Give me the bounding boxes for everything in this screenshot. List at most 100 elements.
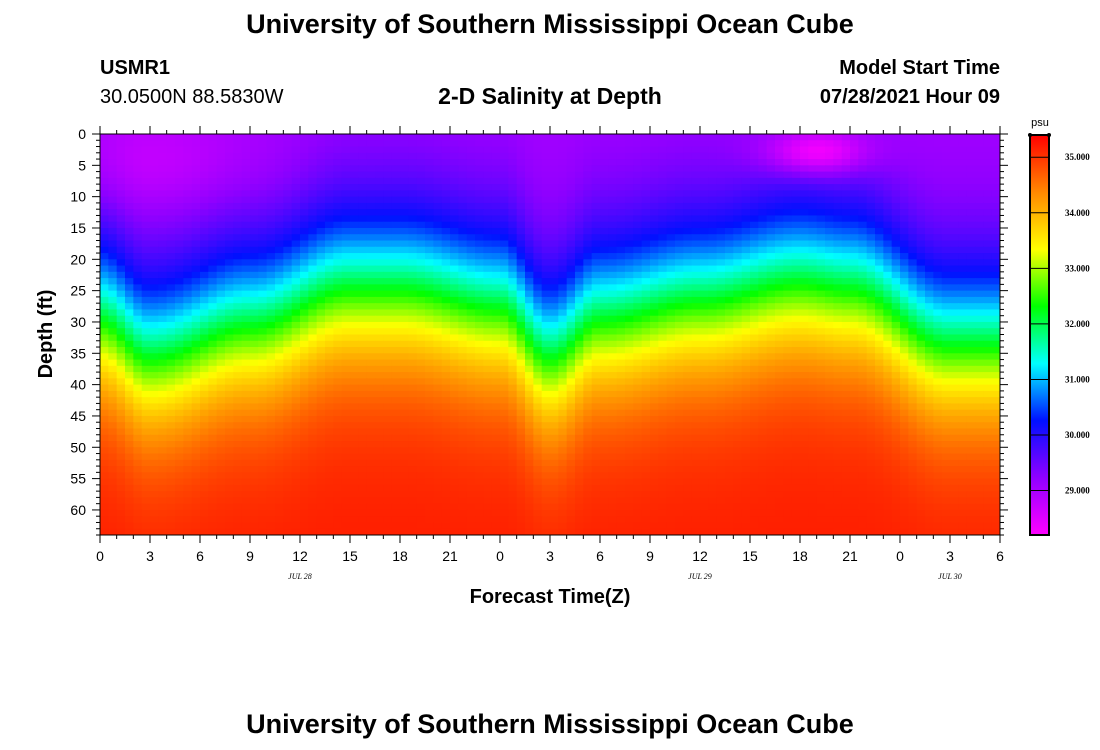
heatmap-cell — [225, 321, 234, 329]
heatmap-cell — [825, 315, 834, 323]
heatmap-cell — [300, 347, 309, 354]
heatmap-cell — [400, 372, 409, 379]
heatmap-cell — [183, 328, 193, 336]
heatmap-cell — [441, 347, 451, 354]
heatmap-cell — [808, 309, 818, 317]
heatmap-cell — [366, 240, 376, 248]
heatmap-cell — [183, 152, 193, 160]
heatmap-cell — [966, 184, 976, 191]
heatmap-cell — [333, 397, 343, 405]
heatmap-cell — [950, 290, 959, 298]
heatmap-cell — [416, 372, 426, 379]
heatmap-cell — [791, 196, 801, 204]
heatmap-cell — [225, 184, 234, 191]
heatmap-cell — [783, 347, 793, 354]
heatmap-cell — [983, 397, 993, 405]
heatmap-cell — [975, 159, 984, 166]
heatmap-cell — [216, 253, 226, 260]
heatmap-cell — [708, 403, 718, 411]
heatmap-cell — [233, 321, 243, 329]
heatmap-cell — [950, 353, 959, 361]
heatmap-cell — [633, 353, 643, 361]
heatmap-cell — [325, 278, 334, 285]
heatmap-cell — [158, 321, 168, 329]
heatmap-cell — [983, 409, 993, 417]
heatmap-cell — [641, 209, 651, 217]
heatmap-cell — [816, 196, 826, 204]
heatmap-cell — [250, 340, 259, 348]
heatmap-cell — [400, 190, 409, 198]
heatmap-cell — [691, 152, 701, 160]
heatmap-cell — [366, 403, 376, 411]
heatmap-cell — [375, 152, 384, 160]
heatmap-cell — [683, 234, 693, 242]
heatmap-cell — [491, 152, 501, 160]
heatmap-cell — [975, 415, 984, 423]
heatmap-cell — [441, 202, 451, 210]
heatmap-cell — [141, 409, 151, 417]
heatmap-cell — [791, 209, 801, 217]
heatmap-cell — [266, 321, 276, 329]
heatmap-cell — [216, 365, 226, 373]
heatmap-cell — [550, 202, 559, 210]
heatmap-cell — [500, 171, 509, 179]
heatmap-cell — [216, 321, 226, 329]
heatmap-cell — [358, 190, 368, 198]
heatmap-cell — [175, 159, 184, 166]
heatmap-cell — [641, 159, 651, 166]
heatmap-cell — [391, 140, 401, 148]
heatmap-cell — [983, 315, 993, 323]
heatmap-cell — [658, 328, 668, 336]
heatmap-cell — [666, 340, 676, 348]
heatmap-cell — [833, 152, 843, 160]
heatmap-cell — [566, 365, 576, 373]
heatmap-cell — [358, 403, 368, 411]
heatmap-cell — [766, 321, 776, 329]
heatmap-cell — [791, 240, 801, 248]
heatmap-cell — [575, 340, 584, 348]
heatmap-cell — [141, 365, 151, 373]
heatmap-cell — [508, 259, 518, 267]
heatmap-cell — [900, 171, 909, 179]
heatmap-cell — [166, 240, 176, 248]
heatmap-cell — [466, 296, 476, 304]
heatmap-cell — [191, 190, 201, 198]
heatmap-cell — [291, 159, 301, 166]
heatmap-cell — [166, 378, 176, 386]
heatmap-cell — [550, 271, 559, 279]
heatmap-cell — [608, 359, 618, 367]
heatmap-cell — [766, 134, 776, 141]
heatmap-cell — [416, 397, 426, 405]
heatmap-cell — [333, 159, 343, 166]
heatmap-cell — [200, 296, 209, 304]
heatmap-cell — [683, 215, 693, 223]
heatmap-cell — [100, 403, 109, 411]
heatmap-cell — [758, 271, 768, 279]
heatmap-cell — [933, 140, 943, 148]
heatmap-cell — [308, 271, 318, 279]
heatmap-cell — [666, 159, 676, 166]
heatmap-cell — [325, 347, 334, 354]
heatmap-cell — [191, 303, 201, 311]
heatmap-cell — [741, 152, 751, 160]
heatmap-cell — [425, 140, 434, 148]
heatmap-cell — [616, 171, 626, 179]
heatmap-cell — [891, 390, 901, 398]
heatmap-cell — [866, 334, 876, 342]
heatmap-cell — [600, 403, 609, 411]
heatmap-cell — [491, 271, 501, 279]
heatmap-cell — [708, 202, 718, 210]
heatmap-cell — [725, 209, 734, 217]
heatmap-cell — [233, 253, 243, 260]
heatmap-cell — [725, 359, 734, 367]
heatmap-cell — [225, 227, 234, 235]
heatmap-cell — [408, 390, 418, 398]
heatmap-cell — [316, 140, 326, 148]
heatmap-cell — [233, 422, 243, 430]
heatmap-cell — [825, 334, 834, 342]
heatmap-cell — [641, 284, 651, 292]
heatmap-cell — [525, 165, 534, 173]
heatmap-cell — [825, 359, 834, 367]
heatmap-cell — [183, 234, 193, 242]
heatmap-cell — [591, 215, 601, 223]
